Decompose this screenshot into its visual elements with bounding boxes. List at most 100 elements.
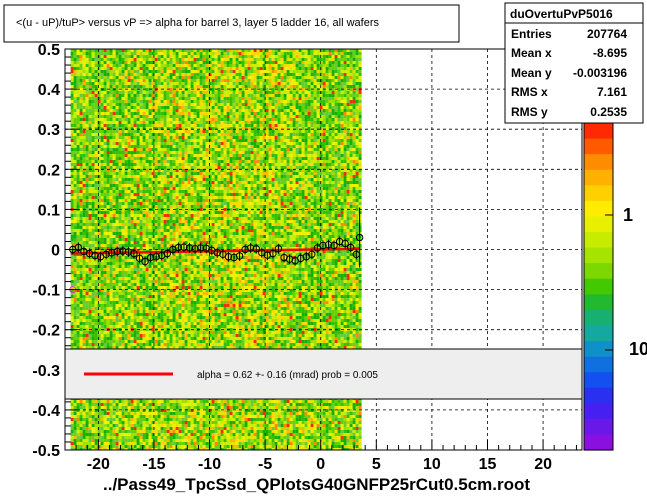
heatmap-cell xyxy=(118,262,122,265)
heatmap-cell xyxy=(157,316,161,319)
heatmap-cell xyxy=(145,337,149,340)
heatmap-cell xyxy=(154,436,158,439)
heatmap-cell xyxy=(112,259,116,262)
heatmap-cell xyxy=(70,295,74,298)
heatmap-cell xyxy=(82,163,86,166)
heatmap-cell xyxy=(157,289,161,292)
heatmap-cell xyxy=(73,418,77,421)
heatmap-cell xyxy=(115,76,119,79)
heatmap-cell xyxy=(73,268,77,271)
heatmap-cell xyxy=(82,175,86,178)
heatmap-cell xyxy=(169,310,173,313)
heatmap-cell xyxy=(130,127,134,130)
heatmap-cell xyxy=(82,73,86,76)
heatmap-cell xyxy=(70,154,74,157)
heatmap-cell xyxy=(148,337,152,340)
heatmap-cell xyxy=(172,115,176,118)
heatmap-cell xyxy=(142,343,146,346)
heatmap-cell xyxy=(70,346,74,349)
heatmap-cell xyxy=(91,127,95,130)
heatmap-cell xyxy=(76,229,80,232)
heatmap-cell xyxy=(121,406,125,409)
heatmap-cell xyxy=(157,58,161,61)
heatmap-cell xyxy=(115,238,119,241)
heatmap-cell xyxy=(160,340,164,343)
heatmap-cell xyxy=(136,220,140,223)
heatmap-cell xyxy=(70,325,74,328)
heatmap-cell xyxy=(151,58,155,61)
heatmap-cell xyxy=(166,442,170,445)
heatmap-cell xyxy=(97,277,101,280)
heatmap-cell xyxy=(91,199,95,202)
heatmap-cell xyxy=(115,433,119,436)
heatmap-cell xyxy=(94,151,98,154)
heatmap-cell xyxy=(142,253,146,256)
heatmap-cell xyxy=(94,244,98,247)
heatmap-cell xyxy=(151,151,155,154)
heatmap-cell xyxy=(76,121,80,124)
heatmap-cell xyxy=(175,283,179,286)
heatmap-cell xyxy=(85,172,89,175)
heatmap-cell xyxy=(100,199,104,202)
heatmap-cell xyxy=(130,133,134,136)
heatmap-cell xyxy=(172,280,176,283)
heatmap-cell xyxy=(145,133,149,136)
heatmap-cell xyxy=(142,241,146,244)
heatmap-cell xyxy=(139,325,143,328)
heatmap-cell xyxy=(82,430,86,433)
heatmap-cell xyxy=(160,205,164,208)
heatmap-cell xyxy=(130,331,134,334)
heatmap-cell xyxy=(172,61,176,64)
heatmap-cell xyxy=(154,274,158,277)
heatmap-cell xyxy=(130,325,134,328)
heatmap-cell xyxy=(73,220,77,223)
heatmap-cell xyxy=(166,202,170,205)
heatmap-cell xyxy=(76,445,80,448)
heatmap-cell xyxy=(136,418,140,421)
heatmap-cell xyxy=(118,313,122,316)
heatmap-cell xyxy=(175,205,179,208)
heatmap-cell xyxy=(163,79,167,82)
heatmap-cell xyxy=(109,292,113,295)
heatmap-cell xyxy=(112,412,116,415)
heatmap-cell xyxy=(97,289,101,292)
heatmap-cell xyxy=(121,148,125,151)
heatmap-cell xyxy=(130,298,134,301)
heatmap-cell xyxy=(172,292,176,295)
heatmap-cell xyxy=(181,121,185,124)
heatmap-cell xyxy=(79,346,83,349)
heatmap-cell xyxy=(76,94,80,97)
heatmap-cell xyxy=(169,211,173,214)
heatmap-cell xyxy=(115,184,119,187)
heatmap-cell xyxy=(97,262,101,265)
heatmap-cell xyxy=(100,445,104,448)
heatmap-cell xyxy=(106,271,110,274)
heatmap-cell xyxy=(166,310,170,313)
heatmap-cell xyxy=(139,208,143,211)
heatmap-cell xyxy=(73,103,77,106)
heatmap-cell xyxy=(151,445,155,448)
heatmap-cell xyxy=(145,271,149,274)
heatmap-cell xyxy=(136,304,140,307)
heatmap-cell xyxy=(139,235,143,238)
heatmap-cell xyxy=(142,229,146,232)
heatmap-cell xyxy=(148,217,152,220)
heatmap-cell xyxy=(82,64,86,67)
heatmap-cell xyxy=(85,145,89,148)
heatmap-cell xyxy=(124,301,128,304)
heatmap-cell xyxy=(151,316,155,319)
heatmap-cell xyxy=(115,448,119,450)
heatmap-cell xyxy=(70,448,74,450)
heatmap-cell xyxy=(160,172,164,175)
heatmap-cell xyxy=(94,130,98,133)
heatmap-cell xyxy=(133,178,137,181)
heatmap-cell xyxy=(100,412,104,415)
heatmap-cell xyxy=(142,289,146,292)
heatmap-cell xyxy=(172,415,176,418)
heatmap-cell xyxy=(115,103,119,106)
heatmap-cell xyxy=(103,325,107,328)
heatmap-cell xyxy=(151,163,155,166)
heatmap-cell xyxy=(124,175,128,178)
heatmap-cell xyxy=(130,343,134,346)
heatmap-cell xyxy=(121,55,125,58)
